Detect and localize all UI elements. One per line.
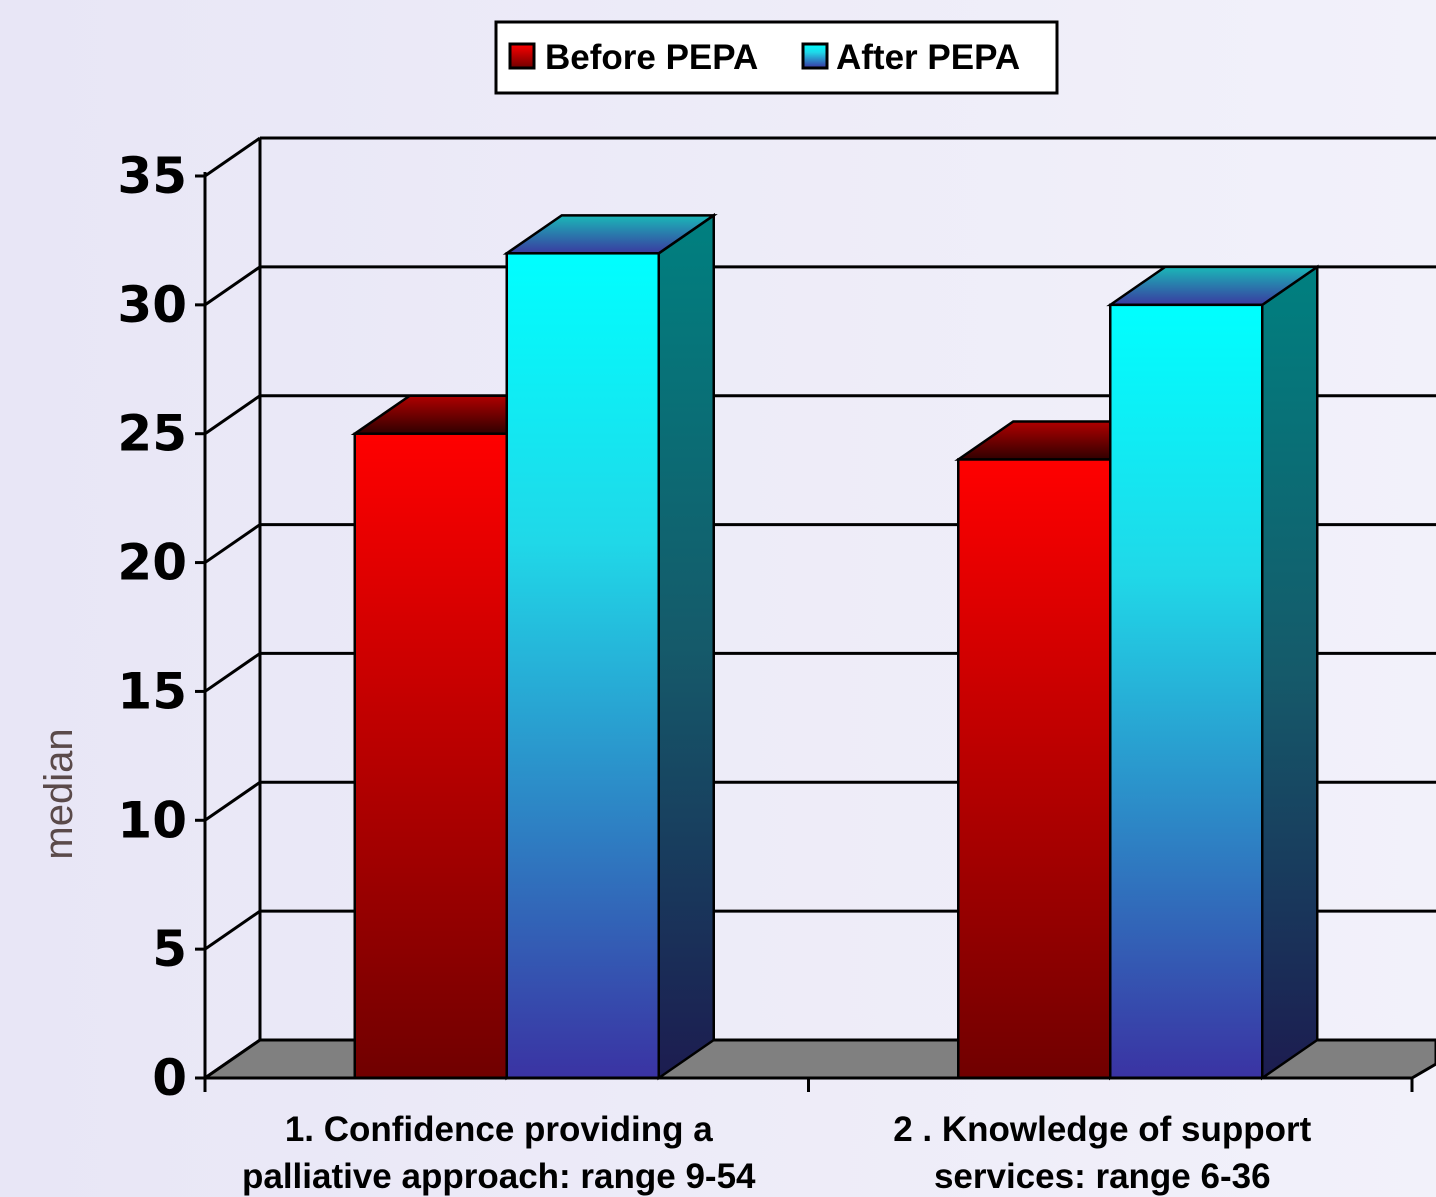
y-tick-label: 20 (117, 534, 187, 592)
legend-swatch-before (508, 42, 536, 70)
y-axis-label: median (37, 728, 81, 859)
bar-front-face (957, 458, 1112, 1080)
side-wall-line (204, 909, 261, 951)
side-wall-line (204, 265, 261, 307)
side-wall-line (204, 136, 261, 178)
bar-front-face (353, 432, 508, 1080)
y-tick-label: 5 (152, 920, 187, 978)
y-tick-labels: 0 5 10 15 20 25 30 35 (117, 147, 187, 1107)
side-wall-line (204, 781, 261, 822)
y-tick-label: 25 (117, 405, 187, 463)
y-tick-label: 35 (117, 147, 187, 205)
bar-front-face (505, 252, 660, 1080)
y-tick-label: 10 (117, 791, 187, 849)
legend-swatch-after (801, 42, 829, 70)
x-category-label: 2 . Knowledge of support (893, 1110, 1311, 1149)
side-wall-line (204, 523, 261, 564)
legend-label-before: Before PEPA (545, 38, 758, 77)
y-tick-label: 0 (152, 1049, 187, 1107)
axes (195, 172, 1414, 1092)
y-tick-label: 30 (117, 276, 187, 334)
x-category-label: services: range 6-36 (934, 1157, 1271, 1196)
x-category-label: palliative approach: range 9-54 (242, 1157, 756, 1196)
bar-side-face (657, 212, 715, 1081)
x-category-labels: 1. Confidence providing a palliative appr… (242, 1110, 1312, 1196)
bars (350, 212, 1322, 1081)
legend: Before PEPA After PEPA (494, 20, 1059, 95)
legend-label-after: After PEPA (836, 38, 1020, 77)
side-wall-line (204, 652, 261, 693)
y-tick-label: 15 (117, 662, 187, 720)
bar-after-1 (502, 212, 718, 1081)
x-category-label: 1. Confidence providing a (285, 1110, 713, 1149)
legend-box (494, 20, 1059, 95)
bar-after-2 (1106, 264, 1322, 1081)
side-wall-line (204, 394, 261, 435)
bar-front-face (1109, 303, 1264, 1080)
bar-side-face (1261, 264, 1319, 1081)
